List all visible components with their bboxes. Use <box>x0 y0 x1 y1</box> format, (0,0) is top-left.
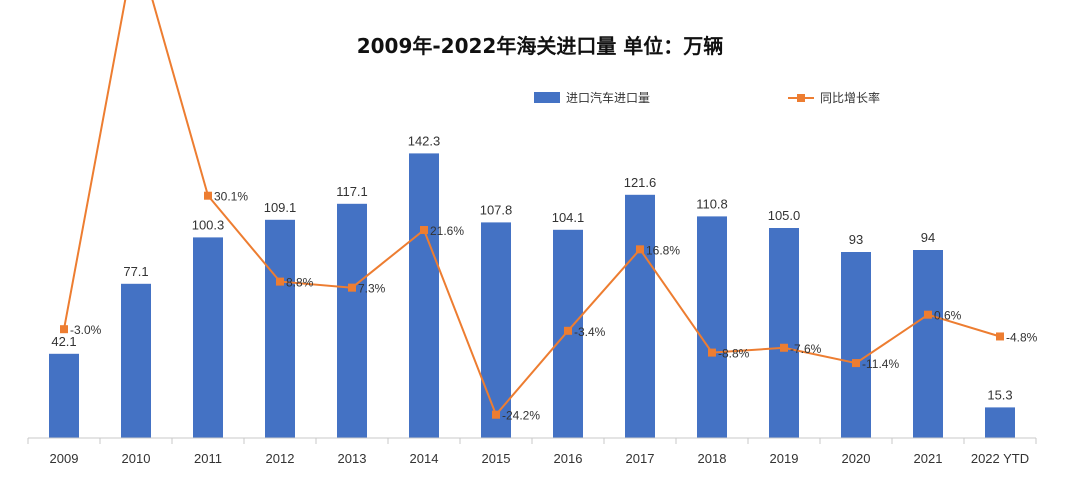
x-tick-label: 2011 <box>194 451 222 466</box>
growth-value-label: 8.8% <box>286 276 314 290</box>
growth-point-2017 <box>636 245 644 254</box>
bar-2017 <box>625 194 655 438</box>
x-tick-label: 2016 <box>554 451 583 466</box>
bar-value-label: 42.1 <box>51 334 76 349</box>
growth-point-2015 <box>492 410 500 419</box>
bar-value-label: 77.1 <box>123 264 148 279</box>
growth-point-2016 <box>564 326 572 335</box>
legend: 进口汽车进口量 同比增长率 <box>534 90 880 105</box>
bar-2012 <box>265 219 295 438</box>
x-tick-label: 2017 <box>626 451 655 466</box>
bar-2019 <box>769 228 799 438</box>
bars-layer: 42.1 77.1 100.3 109.1 117.1 142.3 107.8 104.1 12… <box>49 133 1015 438</box>
growth-point-2014 <box>420 225 428 234</box>
legend-label-bar: 进口汽车进口量 <box>566 90 650 105</box>
bar-2020 <box>841 252 871 438</box>
bar-2018 <box>697 216 727 438</box>
growth-value-label: -7.6% <box>790 342 822 356</box>
x-tick-label: 2022 YTD <box>971 451 1029 466</box>
bar-value-label: 117.1 <box>336 184 368 199</box>
growth-point-2011 <box>204 191 212 200</box>
bar-value-label: 110.8 <box>696 196 728 211</box>
growth-value-label: -4.8% <box>1006 330 1038 344</box>
bar-value-label: 107.8 <box>480 202 513 217</box>
x-tick-label: 2013 <box>338 451 367 466</box>
growth-value-label: 0.6% <box>934 309 962 323</box>
bar-2011 <box>193 237 223 438</box>
chart-title: 2009年-2022年海关进口量 单位：万辆 <box>357 34 724 58</box>
growth-point-2020 <box>852 359 860 368</box>
x-tick-label: 2009 <box>50 451 79 466</box>
x-axis: 2009 2010 2011 2012 2013 2014 2015 2016 2017 2018… <box>27 437 1037 466</box>
bar-value-label: 121.6 <box>624 175 657 190</box>
bar-value-label: 105.0 <box>768 208 801 223</box>
bar-2015 <box>481 222 511 438</box>
bar-value-label: 100.3 <box>192 217 225 232</box>
bar-value-label: 94 <box>921 230 935 245</box>
bar-2022 YTD <box>985 407 1015 438</box>
growth-point-2022 YTD <box>996 332 1004 341</box>
growth-point-2018 <box>708 348 716 357</box>
x-tick-label: 2020 <box>842 451 871 466</box>
bar-value-label: 93 <box>849 232 863 247</box>
growth-point-2013 <box>348 283 356 292</box>
growth-value-label: -8.8% <box>718 347 750 361</box>
growth-value-label: -3.0% <box>70 323 102 337</box>
x-tick-label: 2010 <box>122 451 151 466</box>
growth-value-label: 7.3% <box>358 282 386 296</box>
x-tick-label: 2019 <box>770 451 799 466</box>
bar-2021 <box>913 250 943 438</box>
legend-swatch-bar <box>534 92 560 103</box>
bar-2013 <box>337 203 367 438</box>
bar-value-label: 109.1 <box>264 200 297 215</box>
growth-value-label: 16.8% <box>646 243 680 257</box>
line-layer: -3.0%93.0%30.1%8.8%7.3%21.6%-24.2%-3.4%1… <box>60 0 1038 423</box>
bar-2010 <box>121 283 151 438</box>
x-tick-label: 2012 <box>266 451 295 466</box>
growth-rate-line <box>63 0 1001 417</box>
x-tick-label: 2015 <box>482 451 511 466</box>
growth-point-2009 <box>60 325 68 334</box>
growth-point-2021 <box>924 310 932 319</box>
bar-2014 <box>409 153 439 438</box>
growth-value-label: -3.4% <box>574 325 606 339</box>
legend-label-line: 同比增长率 <box>820 90 880 105</box>
bar-value-label: 142.3 <box>408 133 441 148</box>
growth-point-2019 <box>780 343 788 352</box>
bar-value-label: 15.3 <box>987 387 1012 402</box>
growth-value-label: -24.2% <box>502 409 540 423</box>
x-tick-label: 2021 <box>914 451 943 466</box>
bar-2009 <box>49 353 79 438</box>
bar-value-label: 104.1 <box>552 210 585 225</box>
growth-value-label: 30.1% <box>214 190 248 204</box>
x-tick-label: 2014 <box>410 451 439 466</box>
growth-value-label: -11.4% <box>862 357 899 371</box>
legend-marker <box>797 94 805 102</box>
growth-point-2012 <box>276 277 284 286</box>
x-tick-label: 2018 <box>698 451 727 466</box>
growth-value-label: 21.6% <box>430 224 464 238</box>
